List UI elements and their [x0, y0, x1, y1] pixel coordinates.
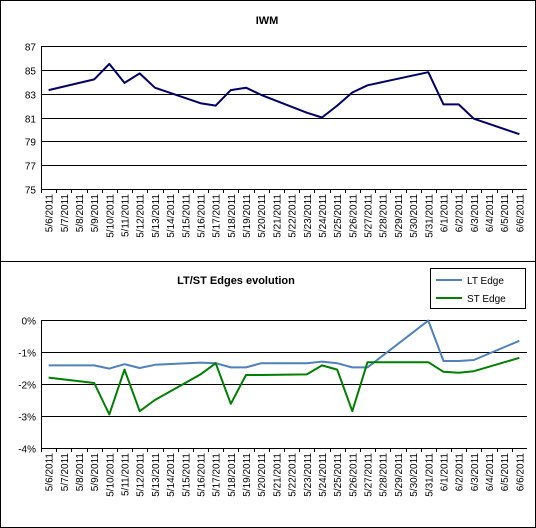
chart2-x-tick-label: 5/28/2011	[379, 453, 390, 497]
chart2-x-tick-label: 5/15/2011	[181, 453, 192, 497]
chart2-y-tick-label: 0%	[22, 317, 37, 328]
chart2-x-tick-label: 6/2/2011	[455, 453, 466, 492]
chart2-x-tick-label: 5/7/2011	[60, 453, 71, 492]
chart1-x-tick-label: 5/31/2011	[424, 194, 435, 238]
legend-label-st-edge: ST Edge	[467, 294, 506, 305]
chart1-x-tick-label: 6/4/2011	[485, 194, 496, 233]
chart1-x-tick-label: 5/30/2011	[409, 194, 420, 238]
chart2-x-tick-label: 5/26/2011	[348, 453, 359, 497]
chart2-y-tick-label: -3%	[18, 413, 36, 424]
chart2-x-tick-label: 5/12/2011	[136, 453, 147, 497]
chart1-x-tick-label: 5/23/2011	[303, 194, 314, 238]
chart2-x-tick-label: 5/19/2011	[242, 453, 253, 497]
chart1-x-tick-label: 5/27/2011	[364, 194, 375, 238]
chart1-x-tick-label: 6/1/2011	[439, 194, 450, 233]
chart2-x-tick-label: 5/24/2011	[318, 453, 329, 497]
chart2-y-tick-labels: -4% -3% -2% -1% 0%	[18, 317, 36, 456]
chart1-gridlines	[41, 46, 527, 193]
chart1-x-tick-label: 5/20/2011	[257, 194, 268, 238]
chart2-x-tick-label: 5/31/2011	[424, 453, 435, 497]
chart2-series	[48, 319, 520, 416]
chart1-x-tick-label: 5/17/2011	[212, 194, 223, 238]
chart1-title: IWM	[256, 15, 279, 27]
chart2-x-tick-label: 5/29/2011	[394, 453, 405, 497]
chart1-x-tick-label: 5/11/2011	[121, 194, 132, 237]
chart1-series	[48, 62, 520, 136]
chart1-x-tick-label: 5/9/2011	[90, 194, 101, 233]
chart2-gridlines	[41, 320, 527, 452]
chart2-x-tick-label: 5/10/2011	[105, 453, 116, 497]
chart1-y-tick-label: 75	[25, 186, 37, 197]
chart1-x-tick-label: 5/22/2011	[288, 194, 299, 238]
chart2-x-tick-label: 5/30/2011	[409, 453, 420, 497]
chart2-x-tick-label: 5/21/2011	[272, 453, 283, 497]
chart1-x-tick-label: 5/7/2011	[60, 194, 71, 233]
chart1-x-tick-label: 5/13/2011	[151, 194, 162, 238]
chart1-y-tick-label: 85	[25, 67, 37, 78]
chart1-x-tick-label: 6/6/2011	[515, 194, 526, 233]
chart2-y-tick-label: -2%	[18, 381, 36, 392]
chart2-x-tick-label: 5/18/2011	[227, 453, 238, 497]
chart2-x-tick-label: 6/3/2011	[470, 453, 481, 492]
chart2-x-tick-label: 5/20/2011	[257, 453, 268, 497]
chart1-x-tick-label: 5/29/2011	[394, 194, 405, 238]
chart1-y-tick-label: 77	[25, 162, 37, 173]
chart1-x-tick-label: 5/24/2011	[318, 194, 329, 238]
chart1-x-tick-label: 5/21/2011	[272, 194, 283, 238]
chart1-y-tick-labels: 75 77 79 81 83 85 87	[25, 43, 37, 197]
chart1-x-tick-label: 5/8/2011	[75, 194, 86, 233]
chart2-y-tick-label: -4%	[18, 445, 36, 456]
legend-label-lt-edge: LT Edge	[467, 276, 504, 287]
chart2-title: LT/ST Edges evolution	[177, 275, 295, 287]
chart1-y-tick-label: 87	[25, 43, 37, 54]
chart2-x-tick-label: 5/23/2011	[303, 453, 314, 497]
chart2-x-tick-label: 6/5/2011	[500, 453, 511, 492]
chart1-x-tick-label: 5/18/2011	[227, 194, 238, 238]
chart2-x-tick-label: 5/27/2011	[364, 453, 375, 497]
chart1-x-tick-label: 6/3/2011	[470, 194, 481, 233]
chart1-x-tick-label: 6/5/2011	[500, 194, 511, 233]
chart2-series-line-lt-edge	[48, 319, 520, 370]
chart2-legend: LT Edge ST Edge	[430, 268, 526, 309]
chart1-x-tick-label: 5/28/2011	[379, 194, 390, 238]
chart1-x-tick-label: 5/12/2011	[136, 194, 147, 238]
chart2-x-tick-label: 6/4/2011	[485, 453, 496, 492]
chart2-x-tick-label: 5/25/2011	[333, 453, 344, 497]
chart1-x-tick-label: 5/25/2011	[333, 194, 344, 238]
chart1-x-tick-label: 5/10/2011	[105, 194, 116, 238]
chart1-y-tick-label: 83	[25, 91, 37, 102]
chart2-x-tick-label: 5/9/2011	[90, 453, 101, 492]
chart2-x-tick-label: 5/16/2011	[196, 453, 207, 497]
chart2-x-tick-label: 5/6/2011	[45, 453, 56, 492]
chart2-x-tick-label: 6/1/2011	[439, 453, 450, 492]
chart2-y-tick-label: -1%	[18, 349, 36, 360]
chart1-y-tick-label: 79	[25, 138, 37, 149]
chart1-series-line-0	[48, 62, 520, 136]
chart1-x-tick-label: 5/16/2011	[196, 194, 207, 238]
chart2-x-tick-label: 5/13/2011	[151, 453, 162, 497]
chart2-x-tick-label: 5/8/2011	[75, 453, 86, 492]
chart1-x-tick-label: 5/15/2011	[181, 194, 192, 238]
chart1-x-tick-label: 6/2/2011	[455, 194, 466, 233]
chart2-series-line-st-edge	[48, 356, 520, 416]
chart2-x-tick-label: 5/14/2011	[166, 453, 177, 497]
chart1-y-tick-label: 81	[25, 115, 37, 126]
chart1-x-tick-label: 5/6/2011	[45, 194, 56, 233]
chart1-x-tick-labels: 5/6/2011 5/7/2011 5/8/2011 5/9/2011 5/10/201…	[45, 194, 527, 238]
chart2-x-tick-label: 5/11/2011	[121, 453, 132, 496]
chart1-x-tick-label: 5/14/2011	[166, 194, 177, 238]
chart2-x-tick-label: 5/22/2011	[288, 453, 299, 497]
legend-box	[430, 268, 526, 309]
chart2-x-tick-label: 5/17/2011	[212, 453, 223, 497]
chart1-x-tick-label: 5/19/2011	[242, 194, 253, 238]
chart2-x-tick-label: 6/6/2011	[515, 453, 526, 492]
chart2-x-tick-labels: 5/6/2011 5/7/2011 5/8/2011 5/9/2011 5/10/201…	[45, 453, 527, 497]
chart1-x-tick-label: 5/26/2011	[348, 194, 359, 238]
